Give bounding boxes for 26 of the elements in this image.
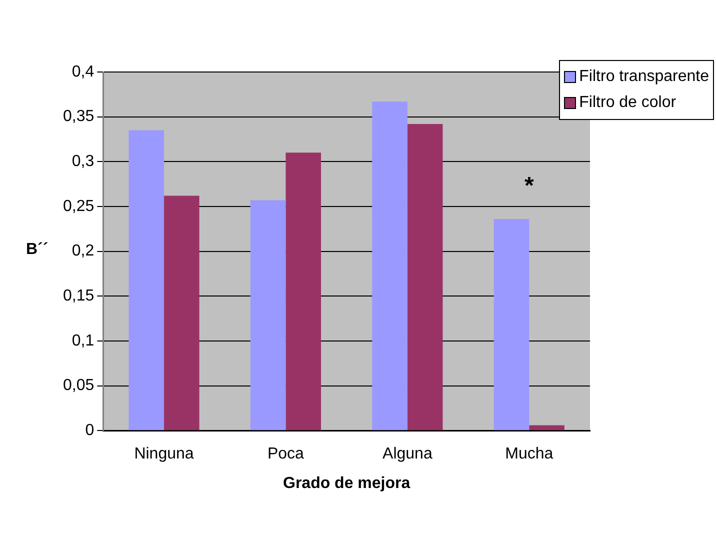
bar bbox=[286, 152, 322, 430]
y-axis-title: B´´ bbox=[26, 241, 48, 260]
bar bbox=[372, 102, 408, 430]
y-tick-label: 0,4 bbox=[72, 63, 94, 80]
bar bbox=[164, 196, 200, 430]
y-tick-label: 0,15 bbox=[63, 288, 94, 305]
bar bbox=[250, 200, 286, 430]
bar bbox=[529, 425, 564, 430]
legend-label: Filtro transparente bbox=[579, 67, 709, 87]
annotation: * bbox=[524, 172, 534, 200]
y-tick-label: 0,1 bbox=[72, 332, 94, 350]
x-tick-label: Poca bbox=[267, 446, 304, 463]
y-tick-label: 0,25 bbox=[63, 198, 94, 215]
x-tick-label: Alguna bbox=[382, 446, 432, 463]
x-tick-label: Mucha bbox=[505, 446, 554, 463]
y-tick-label: 0 bbox=[85, 422, 94, 440]
bar bbox=[494, 219, 530, 430]
y-tick-label: 0,3 bbox=[72, 153, 94, 170]
bar bbox=[407, 124, 443, 430]
legend-label: Filtro de color bbox=[579, 93, 676, 113]
y-tick-label: 0,05 bbox=[63, 377, 94, 394]
bar bbox=[128, 130, 164, 430]
y-tick-label: 0,2 bbox=[72, 242, 94, 260]
x-axis-title: Grado de mejora bbox=[282, 474, 410, 492]
y-tick-label: 0,35 bbox=[63, 108, 94, 126]
x-tick-label: Ninguna bbox=[134, 446, 194, 463]
